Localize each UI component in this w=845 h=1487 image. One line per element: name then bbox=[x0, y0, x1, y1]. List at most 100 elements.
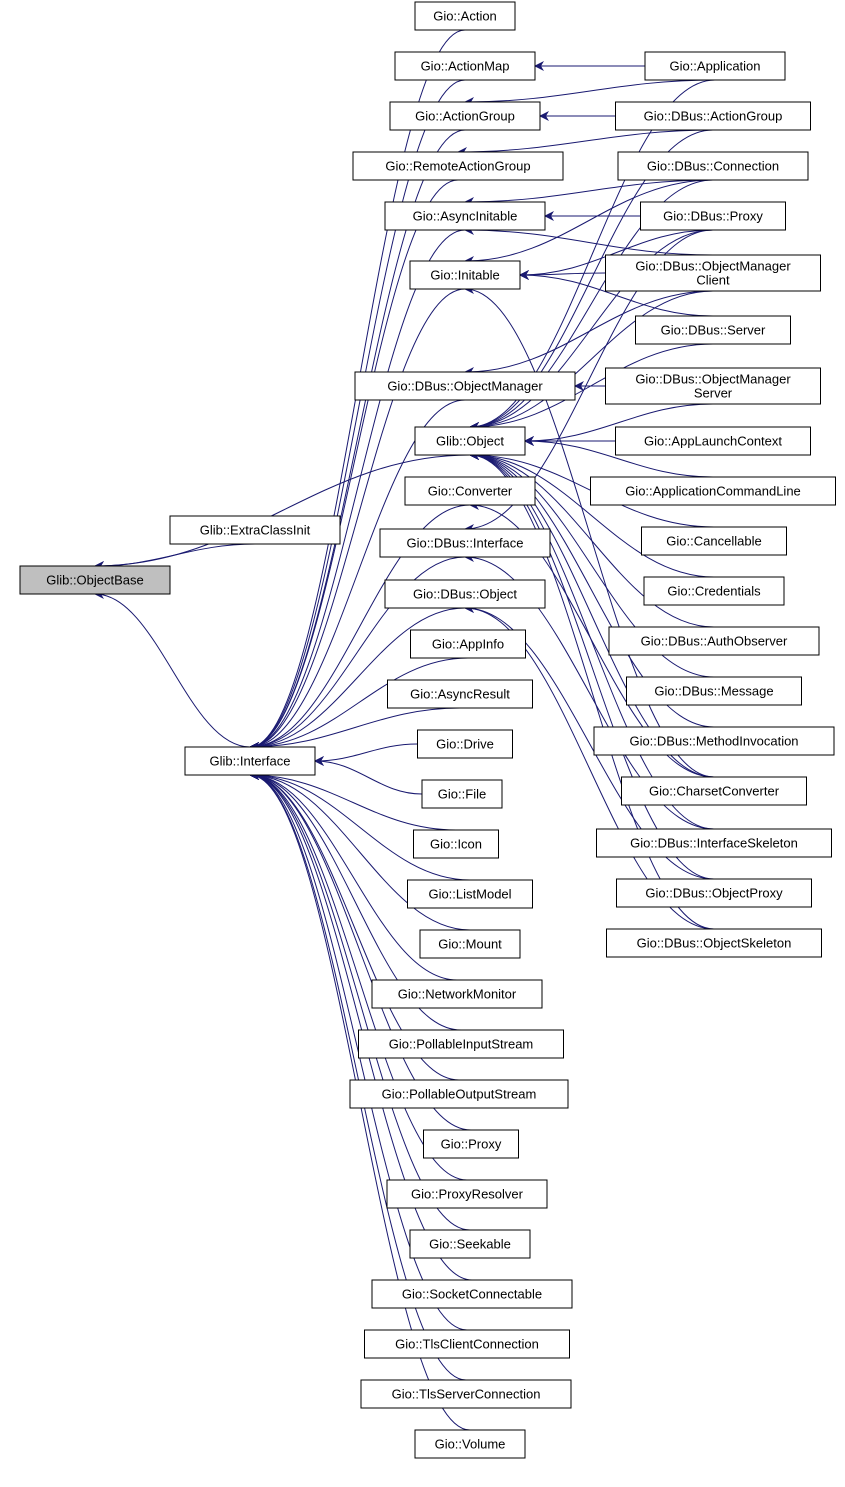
class-node-ifskel[interactable]: Gio::DBus::InterfaceSkeleton bbox=[597, 829, 832, 857]
class-node-volume[interactable]: Gio::Volume bbox=[415, 1430, 525, 1458]
class-node-dbusobj[interactable]: Gio::DBus::Object bbox=[385, 580, 545, 608]
class-node-init[interactable]: Gio::Initable bbox=[410, 261, 520, 289]
class-node-dbusprx[interactable]: Gio::DBus::Proxy bbox=[641, 202, 786, 230]
class-node-dbusact[interactable]: Gio::DBus::ActionGroup bbox=[616, 102, 811, 130]
class-node-drive[interactable]: Gio::Drive bbox=[418, 730, 513, 758]
svg-text:Gio::DBus::Message: Gio::DBus::Message bbox=[654, 684, 773, 699]
svg-text:Gio::Mount: Gio::Mount bbox=[438, 937, 502, 952]
svg-text:Gio::DBus::Proxy: Gio::DBus::Proxy bbox=[663, 209, 763, 224]
svg-text:Gio::DBus::ObjectManager: Gio::DBus::ObjectManager bbox=[635, 372, 791, 387]
inheritance-edge bbox=[315, 761, 422, 794]
inheritance-edge bbox=[520, 273, 606, 275]
svg-text:Glib::Interface: Glib::Interface bbox=[210, 754, 291, 769]
svg-text:Gio::DBus::AuthObserver: Gio::DBus::AuthObserver bbox=[641, 634, 788, 649]
svg-text:Gio::AppLaunchContext: Gio::AppLaunchContext bbox=[644, 434, 782, 449]
svg-text:Gio::DBus::InterfaceSkeleton: Gio::DBus::InterfaceSkeleton bbox=[630, 836, 798, 851]
inheritance-edge bbox=[315, 744, 418, 761]
svg-text:Gio::DBus::ObjectProxy: Gio::DBus::ObjectProxy bbox=[645, 886, 783, 901]
svg-text:Gio::AsyncResult: Gio::AsyncResult bbox=[410, 687, 510, 702]
inheritance-edge bbox=[465, 80, 715, 102]
class-node-extra[interactable]: Glib::ExtraClassInit bbox=[170, 516, 340, 544]
svg-text:Glib::ObjectBase: Glib::ObjectBase bbox=[46, 573, 144, 588]
svg-text:Gio::AppInfo: Gio::AppInfo bbox=[432, 637, 504, 652]
svg-text:Client: Client bbox=[696, 273, 730, 288]
class-node-sockconn[interactable]: Gio::SocketConnectable bbox=[372, 1280, 572, 1308]
svg-text:Gio::Seekable: Gio::Seekable bbox=[429, 1237, 511, 1252]
class-node-dbusmgr[interactable]: Gio::DBus::ObjectManager bbox=[355, 372, 575, 400]
class-node-file[interactable]: Gio::File bbox=[422, 780, 502, 808]
class-node-objprx[interactable]: Gio::DBus::ObjectProxy bbox=[617, 879, 812, 907]
class-node-asyncres[interactable]: Gio::AsyncResult bbox=[388, 680, 533, 708]
class-node-tlsc[interactable]: Gio::TlsClientConnection bbox=[365, 1330, 570, 1358]
class-node-mount[interactable]: Gio::Mount bbox=[420, 930, 520, 958]
svg-text:Gio::ActionMap: Gio::ActionMap bbox=[421, 59, 510, 74]
class-node-objskel[interactable]: Gio::DBus::ObjectSkeleton bbox=[607, 929, 822, 957]
class-node-charconv[interactable]: Gio::CharsetConverter bbox=[622, 777, 807, 805]
class-node-authobs[interactable]: Gio::DBus::AuthObserver bbox=[609, 627, 819, 655]
svg-text:Gio::TlsServerConnection: Gio::TlsServerConnection bbox=[392, 1387, 541, 1402]
svg-text:Gio::ActionGroup: Gio::ActionGroup bbox=[415, 109, 515, 124]
class-node-obj[interactable]: Glib::Object bbox=[415, 427, 525, 455]
class-node-actmap[interactable]: Gio::ActionMap bbox=[395, 52, 535, 80]
class-node-dbusmi[interactable]: Gio::DBus::MethodInvocation bbox=[594, 727, 834, 755]
svg-text:Gio::DBus::ObjectManager: Gio::DBus::ObjectManager bbox=[387, 379, 543, 394]
svg-text:Gio::TlsClientConnection: Gio::TlsClientConnection bbox=[395, 1337, 539, 1352]
svg-text:Gio::Drive: Gio::Drive bbox=[436, 737, 494, 752]
svg-text:Gio::PollableInputStream: Gio::PollableInputStream bbox=[389, 1037, 534, 1052]
svg-text:Gio::Volume: Gio::Volume bbox=[435, 1437, 506, 1452]
class-node-appcmd[interactable]: Gio::ApplicationCommandLine bbox=[591, 477, 836, 505]
svg-text:Gio::DBus::Interface: Gio::DBus::Interface bbox=[406, 536, 523, 551]
svg-text:Gio::Icon: Gio::Icon bbox=[430, 837, 482, 852]
svg-text:Gio::DBus::MethodInvocation: Gio::DBus::MethodInvocation bbox=[629, 734, 798, 749]
class-node-app[interactable]: Gio::Application bbox=[645, 52, 785, 80]
class-node-dbusoms[interactable]: Gio::DBus::ObjectManagerServer bbox=[606, 368, 821, 404]
svg-text:Gio::Credentials: Gio::Credentials bbox=[667, 584, 761, 599]
class-node-tlss[interactable]: Gio::TlsServerConnection bbox=[361, 1380, 571, 1408]
svg-text:Gio::ApplicationCommandLine: Gio::ApplicationCommandLine bbox=[625, 484, 801, 499]
class-node-netmon[interactable]: Gio::NetworkMonitor bbox=[372, 980, 542, 1008]
class-node-icon[interactable]: Gio::Icon bbox=[414, 830, 499, 858]
svg-text:Gio::Initable: Gio::Initable bbox=[430, 268, 499, 283]
class-node-conv[interactable]: Gio::Converter bbox=[405, 477, 535, 505]
class-node-iface[interactable]: Glib::Interface bbox=[185, 747, 315, 775]
svg-text:Gio::Application: Gio::Application bbox=[669, 59, 760, 74]
svg-text:Gio::ListModel: Gio::ListModel bbox=[428, 887, 511, 902]
class-node-action[interactable]: Gio::Action bbox=[415, 2, 515, 30]
svg-text:Gio::DBus::ObjectManager: Gio::DBus::ObjectManager bbox=[635, 259, 791, 274]
class-node-appinfo[interactable]: Gio::AppInfo bbox=[411, 630, 526, 658]
class-node-seek[interactable]: Gio::Seekable bbox=[410, 1230, 530, 1258]
class-node-dbussrv[interactable]: Gio::DBus::Server bbox=[636, 316, 791, 344]
svg-text:Server: Server bbox=[694, 386, 733, 401]
svg-text:Glib::Object: Glib::Object bbox=[436, 434, 504, 449]
svg-text:Gio::PollableOutputStream: Gio::PollableOutputStream bbox=[382, 1087, 537, 1102]
svg-text:Gio::DBus::ActionGroup: Gio::DBus::ActionGroup bbox=[644, 109, 783, 124]
svg-text:Gio::DBus::ObjectSkeleton: Gio::DBus::ObjectSkeleton bbox=[637, 936, 792, 951]
svg-text:Gio::Cancellable: Gio::Cancellable bbox=[666, 534, 761, 549]
svg-text:Gio::Action: Gio::Action bbox=[433, 9, 497, 24]
class-node-dbusomc[interactable]: Gio::DBus::ObjectManagerClient bbox=[606, 255, 821, 291]
class-node-dbuscon[interactable]: Gio::DBus::Connection bbox=[618, 152, 808, 180]
class-node-applc[interactable]: Gio::AppLaunchContext bbox=[616, 427, 811, 455]
inheritance-edge bbox=[465, 180, 713, 202]
svg-text:Gio::CharsetConverter: Gio::CharsetConverter bbox=[649, 784, 780, 799]
svg-text:Gio::Converter: Gio::Converter bbox=[428, 484, 513, 499]
class-node-listmodel[interactable]: Gio::ListModel bbox=[408, 880, 533, 908]
inheritance-edge bbox=[458, 130, 713, 152]
class-node-dbusiface[interactable]: Gio::DBus::Interface bbox=[380, 529, 550, 557]
svg-text:Gio::SocketConnectable: Gio::SocketConnectable bbox=[402, 1287, 542, 1302]
class-node-dbusmsg[interactable]: Gio::DBus::Message bbox=[627, 677, 802, 705]
class-node-remgrp[interactable]: Gio::RemoteActionGroup bbox=[353, 152, 563, 180]
class-node-cancel[interactable]: Gio::Cancellable bbox=[642, 527, 787, 555]
class-node-cred[interactable]: Gio::Credentials bbox=[644, 577, 784, 605]
class-node-proxy[interactable]: Gio::Proxy bbox=[424, 1130, 519, 1158]
svg-text:Gio::RemoteActionGroup: Gio::RemoteActionGroup bbox=[385, 159, 530, 174]
class-node-actgrp[interactable]: Gio::ActionGroup bbox=[390, 102, 540, 130]
svg-text:Gio::DBus::Object: Gio::DBus::Object bbox=[413, 587, 517, 602]
class-node-proxyres[interactable]: Gio::ProxyResolver bbox=[387, 1180, 547, 1208]
class-node-root[interactable]: Glib::ObjectBase bbox=[20, 566, 170, 594]
class-node-pollin[interactable]: Gio::PollableInputStream bbox=[359, 1030, 564, 1058]
class-node-pollout[interactable]: Gio::PollableOutputStream bbox=[350, 1080, 568, 1108]
svg-text:Gio::File: Gio::File bbox=[438, 787, 486, 802]
class-node-async[interactable]: Gio::AsyncInitable bbox=[385, 202, 545, 230]
svg-text:Gio::Proxy: Gio::Proxy bbox=[441, 1137, 502, 1152]
